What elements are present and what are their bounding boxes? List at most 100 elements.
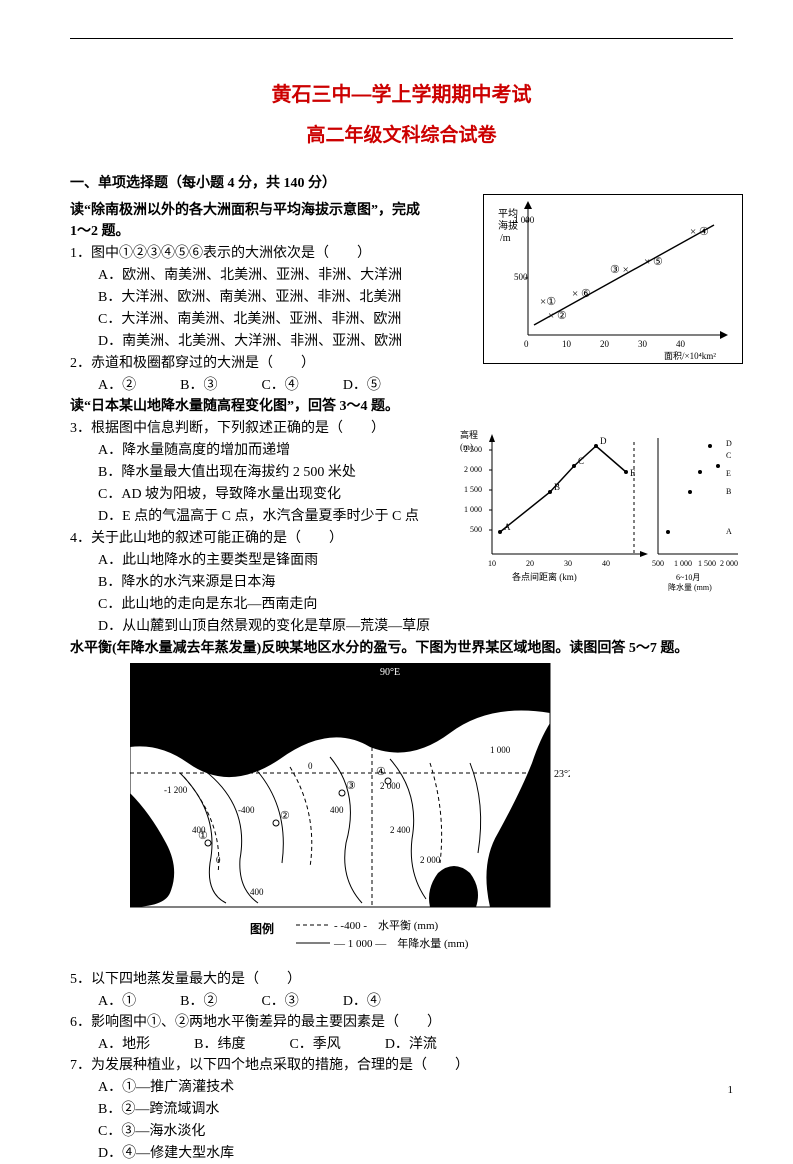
q4-opt-b: B．降水的水汽来源是日本海: [98, 572, 440, 593]
chart1-xtick-10: 10: [562, 339, 572, 349]
intro-3: 水平衡(年降水量减去年蒸发量)反映某地区水分的盈亏。下图为世界某区域地图。读图回…: [70, 638, 733, 659]
chart1-ylabel-3: /m: [500, 233, 511, 244]
q7-opt-a: A．①—推广滴灌技术: [98, 1077, 733, 1098]
chart-elevation-rainfall: 高程 (m) 2 500 2 000 1 500 1 000 500 10 20…: [458, 424, 743, 599]
chart1-ytick-500: 500: [514, 272, 528, 282]
svg-text:1 000: 1 000: [674, 559, 692, 568]
map-pt-2: ②: [280, 810, 290, 822]
map-water-balance: 90°E 23°26′N -1 200 400 0 -400 1 000 0 4…: [130, 663, 570, 963]
chart1-xtick-40: 40: [676, 339, 686, 349]
chart1-xtick-30: 30: [638, 339, 648, 349]
q6-opt-d: D．洋流: [385, 1034, 437, 1055]
q7-opt-c: C．③—海水淡化: [98, 1121, 733, 1142]
top-rule: [70, 38, 733, 39]
chart2-xlabel-right-2: 降水量 (mm): [668, 582, 712, 592]
chart1-xlabel: 面积/×10⁴km²: [664, 350, 716, 361]
map-label-2000b: 2 000: [420, 855, 441, 865]
chart2r-C: C: [726, 451, 731, 460]
q1-opt-c: C．大洋洲、南美洲、北美洲、亚洲、非洲、欧洲: [98, 309, 430, 330]
q1-opt-b: B．大洋洲、欧洲、南美洲、亚洲、非洲、北美洲: [98, 287, 430, 308]
q2-stem: 2．赤道和极圈都穿过的大洲是（ ）: [70, 353, 430, 374]
svg-text:500: 500: [652, 559, 664, 568]
map-legend-title: 图例: [250, 921, 274, 936]
q3-opt-d: D．E 点的气温高于 C 点，水汽含量夏季时少于 C 点: [98, 506, 440, 527]
chart2-xtick-10: 10: [488, 559, 496, 568]
map-lat-label: 23°26′N: [554, 769, 570, 780]
exam-title-1: 黄石三中—学上学期期中考试: [70, 80, 733, 110]
chart2-B: B: [554, 482, 560, 492]
map-label-1000c: 1 000: [490, 745, 511, 755]
chart1-xtick-0: 0: [524, 339, 529, 349]
intro-2: 读“日本某山地降水量随高程变化图”，回答 3～4 题。: [70, 396, 733, 417]
chart2r-D: D: [726, 439, 732, 448]
chart2-ytick-2500: 2 500: [464, 445, 482, 454]
q6-opt-c: C．季风: [289, 1034, 340, 1055]
map-label-2400: 2 400: [390, 825, 411, 835]
q5-opt-b: B．②: [180, 991, 217, 1012]
q6-opt-b: B．纬度: [194, 1034, 245, 1055]
chart2-xtick-40: 40: [602, 559, 610, 568]
q4-stem: 4．关于此山地的叙述可能正确的是（ ）: [70, 528, 440, 549]
q4-opt-c: C．此山地的走向是东北—西南走向: [98, 594, 440, 615]
chart2-C: C: [578, 456, 584, 466]
q4-opt-d: D．从山麓到山顶自然景观的变化是草原—荒漠—草原: [98, 616, 440, 637]
q2-opt-d: D．⑤: [343, 375, 381, 396]
q7-opt-d: D．④—修建大型水库: [98, 1143, 733, 1164]
q5-opt-c: C．③: [261, 991, 298, 1012]
chart1-pt1: ×①: [540, 296, 556, 308]
q2-opt-b: B．③: [180, 375, 217, 396]
chart2-xlabel-right-1: 6~10月: [676, 573, 700, 582]
q6-opt-a: A．地形: [98, 1034, 150, 1055]
map-label-1200: -1 200: [164, 785, 188, 795]
chart-continents: 平均 海拔 /m 1 000 500 0 10 20 30 40 面积/×10⁴…: [483, 194, 743, 364]
map-pt-3: ③: [346, 780, 356, 792]
map-label-n400: -400: [238, 805, 255, 815]
chart2-xtick-20: 20: [526, 559, 534, 568]
map-label-0b: 0: [308, 761, 313, 771]
q2-opt-c: C．④: [261, 375, 298, 396]
chart1-ytick-1000: 1 000: [514, 215, 535, 225]
chart2r-B: B: [726, 487, 731, 496]
map-legend-2: — 1 000 — 年降水量 (mm): [333, 936, 469, 950]
intro-1: 读“除南极洲以外的各大洲面积与平均海拔示意图”，完成 1～2 题。: [70, 200, 430, 242]
map-pt-1: ①: [198, 830, 208, 842]
svg-text:2 000: 2 000: [720, 559, 738, 568]
q3-opt-b: B．降水量最大值出现在海拔约 2 500 米处: [98, 462, 440, 483]
q3-opt-a: A．降水量随高度的增加而递增: [98, 440, 440, 461]
q1-opt-d: D．南美洲、北美洲、大洋洲、非洲、亚洲、欧洲: [98, 331, 430, 352]
q6-stem: 6．影响图中①、②两地水平衡差异的最主要因素是（ ）: [70, 1012, 733, 1033]
q1-opt-a: A．欧洲、南美洲、北美洲、亚洲、非洲、大洋洲: [98, 265, 430, 286]
map-label-0a: 0: [216, 855, 221, 865]
q5-opt-a: A．①: [98, 991, 136, 1012]
chart2-ylabel-1: 高程: [460, 429, 478, 440]
q5-stem: 5．以下四地蒸发量最大的是（ ）: [70, 969, 733, 990]
q5-opt-d: D．④: [343, 991, 381, 1012]
page-number: 1: [728, 1082, 734, 1099]
chart2-E: E: [630, 468, 636, 478]
q3-opt-c: C．AD 坡为阳坡，导致降水量出现变化: [98, 484, 440, 505]
q2-opt-a: A．②: [98, 375, 136, 396]
map-lon-label: 90°E: [380, 667, 400, 678]
q1-stem: 1．图中①②③④⑤⑥表示的大洲依次是（ ）: [70, 243, 430, 264]
chart2-ytick-2000: 2 000: [464, 465, 482, 474]
q3-stem: 3．根据图中信息判断，下列叙述正确的是（ ）: [70, 418, 440, 439]
chart2-ytick-1000: 1 000: [464, 505, 482, 514]
chart2-A: A: [504, 522, 511, 532]
map-label-1000a: 1 000: [280, 719, 301, 729]
chart2r-E: E: [726, 469, 731, 478]
chart2-ytick-500: 500: [470, 525, 482, 534]
svg-text:1 500: 1 500: [698, 559, 716, 568]
map-label-1000b: 1 000: [400, 741, 421, 751]
map-legend-1: - -400 - 水平衡 (mm): [334, 919, 439, 932]
q7-stem: 7．为发展种植业，以下四个地点采取的措施，合理的是（ ）: [70, 1055, 733, 1076]
q7-opt-b: B．②—跨流域调水: [98, 1099, 733, 1120]
q4-opt-a: A．此山地降水的主要类型是锋面雨: [98, 550, 440, 571]
map-label-400c: 400: [250, 887, 264, 897]
chart1-xtick-20: 20: [600, 339, 610, 349]
chart2-xtick-30: 30: [564, 559, 572, 568]
chart2-ytick-1500: 1 500: [464, 485, 482, 494]
section-heading: 一、单项选择题（每小题 4 分，共 140 分）: [70, 173, 733, 194]
map-label-400b: 400: [330, 805, 344, 815]
chart2r-A: A: [726, 527, 732, 536]
exam-title-2: 高二年级文科综合试卷: [70, 122, 733, 151]
